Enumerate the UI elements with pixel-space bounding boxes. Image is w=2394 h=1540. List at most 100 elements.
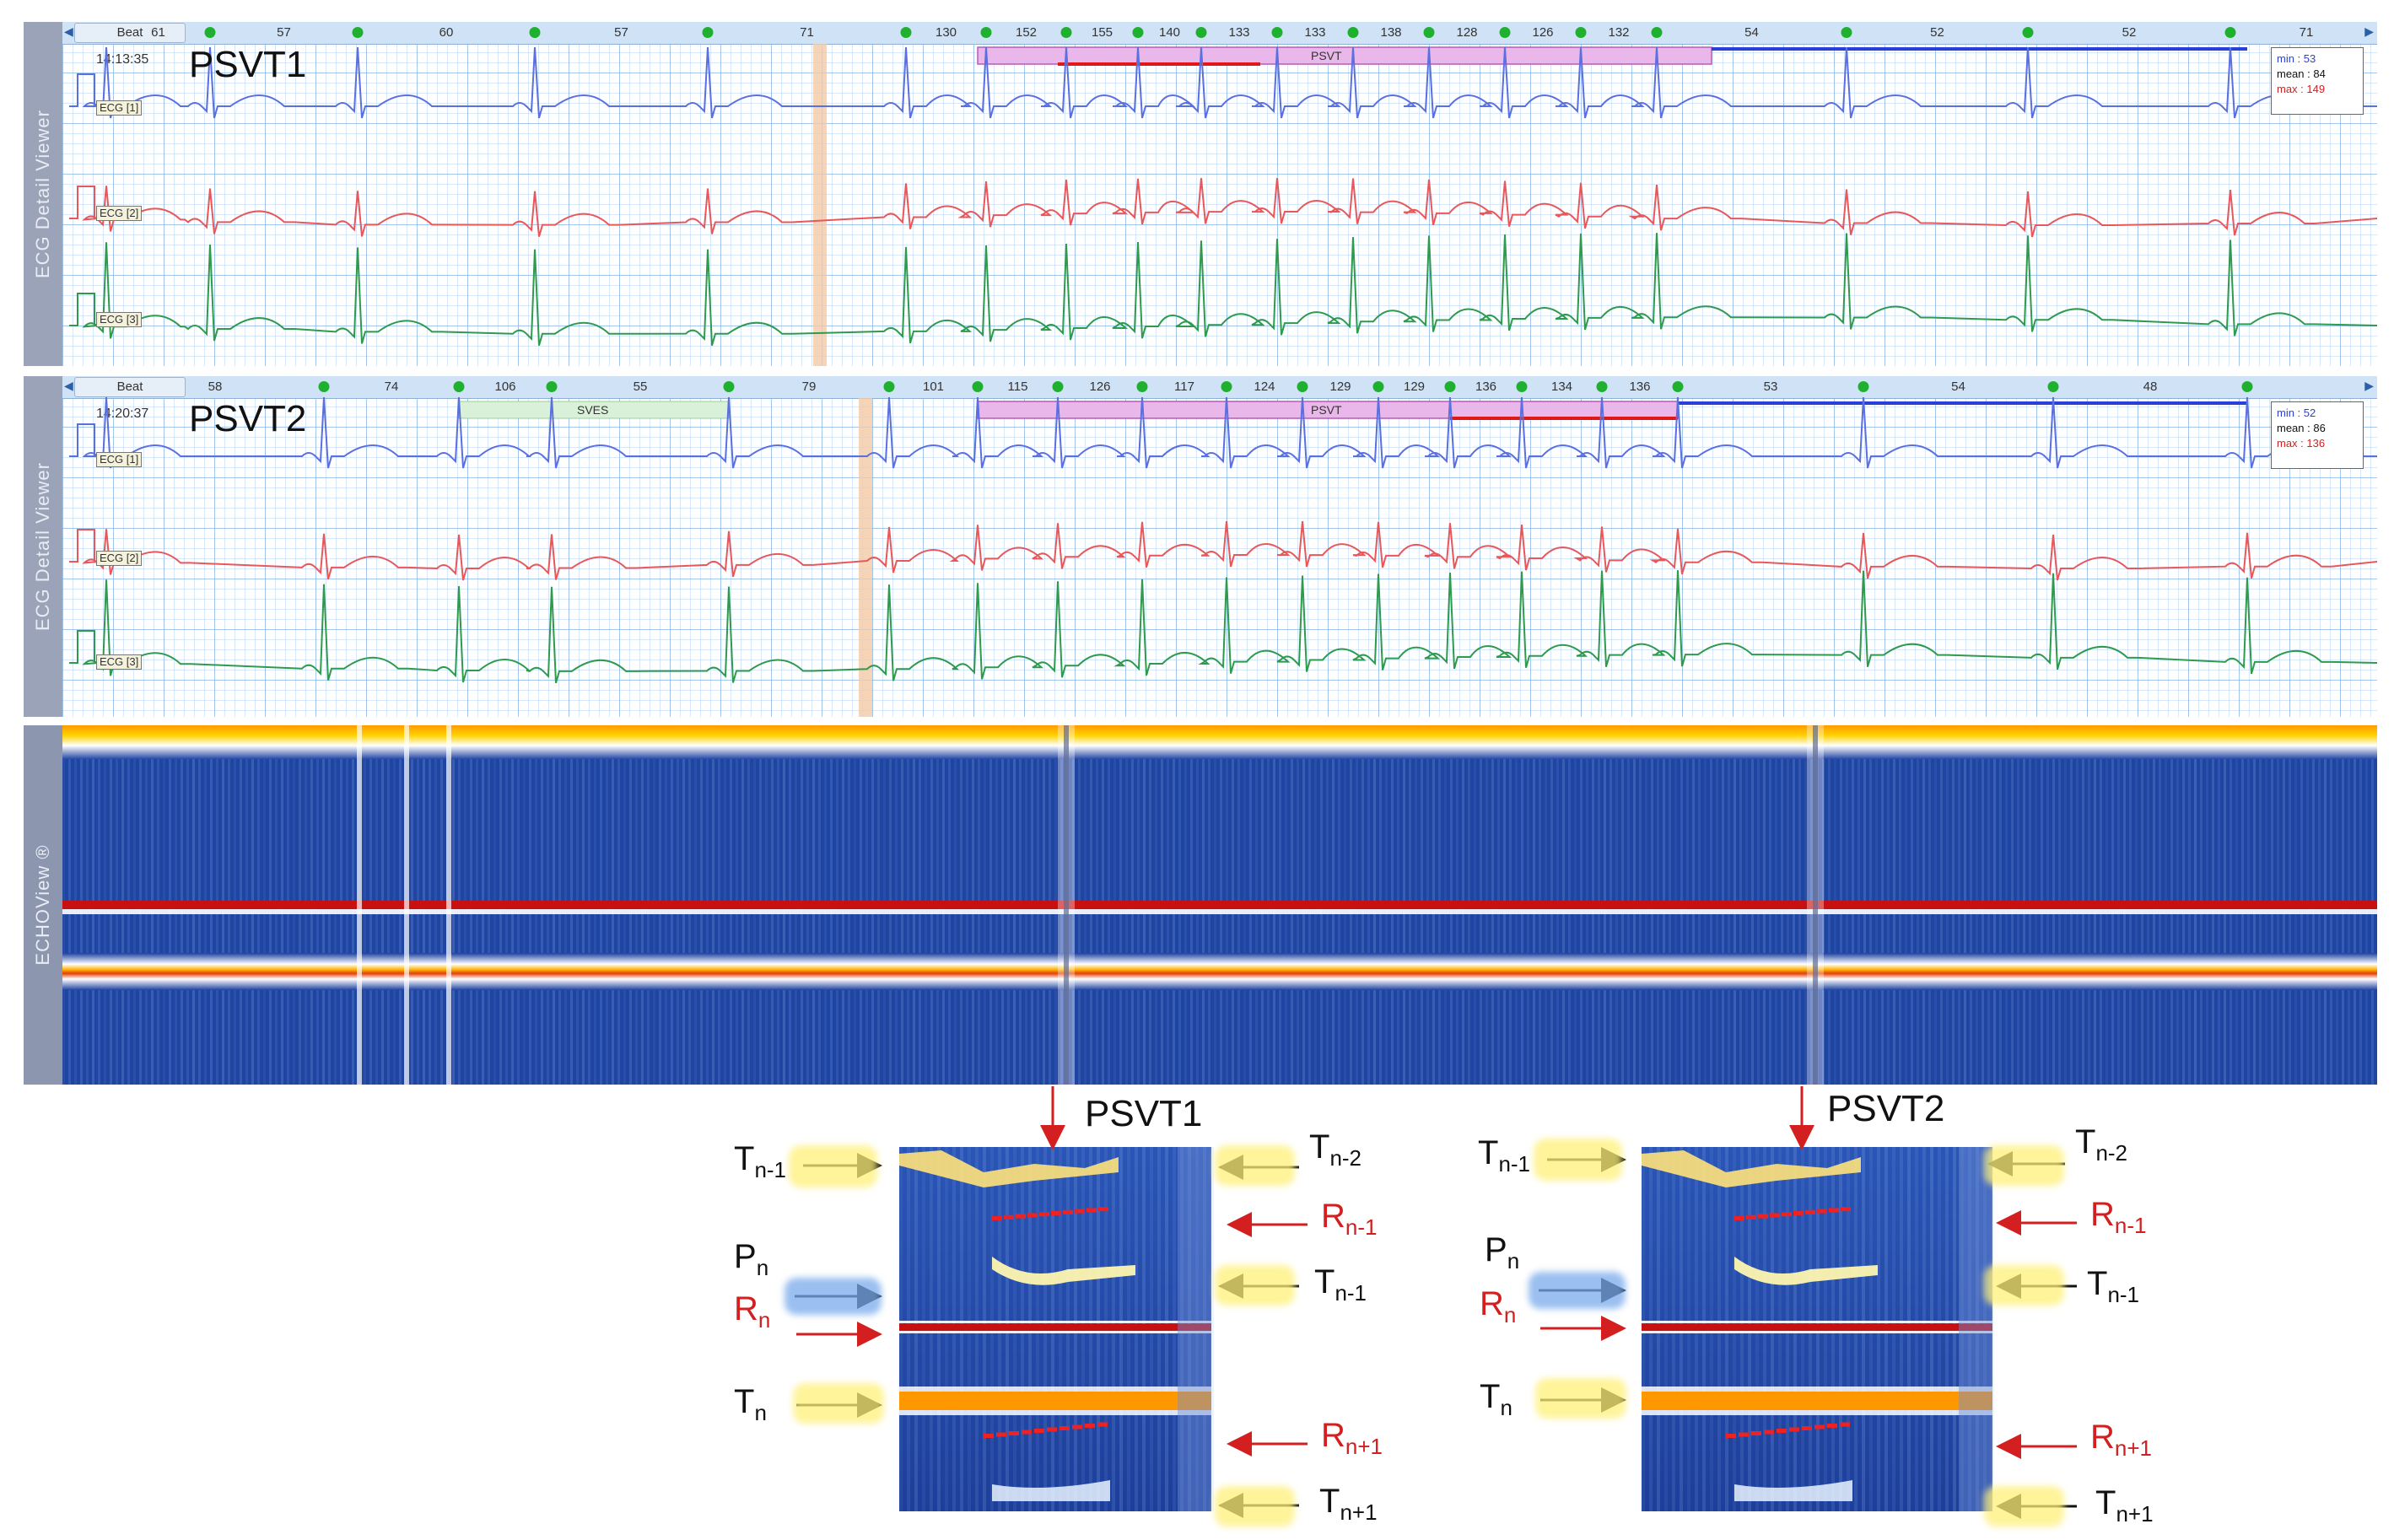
rr-value: 115 xyxy=(1007,380,1028,394)
highlight-p-n xyxy=(785,1278,882,1315)
rr-value: 54 xyxy=(1744,25,1759,40)
beat-dot[interactable] xyxy=(1516,381,1528,392)
beat-dot[interactable] xyxy=(1575,27,1587,38)
beat-dot[interactable] xyxy=(1672,381,1684,392)
channel-label-2: ECG [2] xyxy=(96,206,143,221)
beat-dot[interactable] xyxy=(900,27,912,38)
beat-dot[interactable] xyxy=(318,381,330,392)
highlight-t-n xyxy=(793,1383,884,1424)
beat-dot[interactable] xyxy=(204,27,216,38)
beat-dot[interactable] xyxy=(352,27,364,38)
scroll-left-icon[interactable]: ◀ xyxy=(64,24,73,38)
ecg-detail-viewer[interactable]: ◀ Beat ▶ 58 74 106 55 79 101 115 126 117 124 129 12… xyxy=(62,376,2377,717)
beat-dot[interactable] xyxy=(1372,381,1384,392)
beat-dot[interactable] xyxy=(1271,27,1283,38)
beat-bar: ◀ Beat ▶ 58 74 106 55 79 101 115 126 117 124 129 12… xyxy=(62,376,2377,399)
beat-label[interactable]: Beat xyxy=(74,377,186,397)
beat-dot[interactable] xyxy=(1195,27,1207,38)
beat-dot[interactable] xyxy=(1052,381,1064,392)
psvt-episode-label: PSVT xyxy=(1311,403,1342,417)
beat-dot[interactable] xyxy=(1136,381,1148,392)
beat-dot[interactable] xyxy=(453,381,465,392)
highlight-t-n+1 xyxy=(1215,1486,1295,1527)
label-t-n-1-right: Tn-1 xyxy=(1314,1263,1367,1306)
rr-value: 61 xyxy=(151,25,165,40)
beat-dot[interactable] xyxy=(883,381,895,392)
label-r-n-1: Rn-1 xyxy=(2090,1196,2147,1238)
beat-dot[interactable] xyxy=(1423,27,1435,38)
beat-dot[interactable] xyxy=(2022,27,2034,38)
beat-dot[interactable] xyxy=(1132,27,1144,38)
echoview-side-title: ECHOView ® xyxy=(24,725,62,1085)
label-r-n+1: Rn+1 xyxy=(1321,1417,1383,1459)
beat-dot[interactable] xyxy=(723,381,735,392)
beat-dot[interactable] xyxy=(1060,27,1072,38)
beat-dot[interactable] xyxy=(2224,27,2236,38)
beat-dot[interactable] xyxy=(2241,381,2253,392)
ecg-panel-psvt1: ECG Detail Viewer ◀ Beat ▶ 61 57 60 57 71 130… xyxy=(24,22,2377,366)
scroll-left-icon[interactable]: ◀ xyxy=(64,379,73,392)
panel-title: PSVT2 xyxy=(189,398,307,439)
channel-label-2: ECG [2] xyxy=(96,551,143,566)
label-t-n+1: Tn+1 xyxy=(1319,1483,1378,1525)
rr-value: 55 xyxy=(633,380,648,394)
rr-value: 152 xyxy=(1015,25,1038,40)
event-marker xyxy=(859,398,872,717)
highlight-t-n xyxy=(1535,1378,1626,1419)
beat-dot[interactable] xyxy=(529,27,541,38)
label-r-n: Rn xyxy=(1480,1285,1517,1327)
scroll-right-icon[interactable]: ▶ xyxy=(2364,24,2374,38)
echoview-mmode-image[interactable] xyxy=(62,725,2377,1085)
beat-dot[interactable] xyxy=(1297,381,1308,392)
rr-value: 106 xyxy=(494,380,516,394)
beat-dot[interactable] xyxy=(980,27,992,38)
beat-bar: ◀ Beat ▶ 61 57 60 57 71 130 152 155 140 133 133 138… xyxy=(62,22,2377,45)
beat-dot[interactable] xyxy=(1221,381,1232,392)
beat-dot[interactable] xyxy=(1444,381,1456,392)
beat-dot[interactable] xyxy=(1499,27,1511,38)
rr-value: 136 xyxy=(1629,380,1651,394)
sves-episode-label: SVES xyxy=(577,403,608,417)
psvt-episode-bar[interactable] xyxy=(977,46,1712,65)
ecg-trace-canvas: PSVT SVES xyxy=(69,396,2377,717)
rr-value: 57 xyxy=(614,25,628,40)
highlight-t-n-2 xyxy=(1984,1145,2064,1186)
highlight-t-n-1-left xyxy=(789,1145,877,1187)
beat-dot[interactable] xyxy=(1596,381,1608,392)
label-t-n-1-right: Tn-1 xyxy=(2087,1265,2140,1307)
beat-dot[interactable] xyxy=(1858,381,1869,392)
rr-value: 52 xyxy=(2122,25,2137,40)
echo-event-line xyxy=(1064,725,1069,1085)
rr-value: 58 xyxy=(208,380,223,394)
beat-dot[interactable] xyxy=(702,27,714,38)
rr-value: 126 xyxy=(1089,380,1111,394)
ecg-detail-viewer[interactable]: ◀ Beat ▶ 61 57 60 57 71 130 152 155 140 133 133 138… xyxy=(62,22,2377,366)
echo-r-line xyxy=(62,901,2377,909)
beat-dot[interactable] xyxy=(2047,381,2059,392)
ecg-trace-canvas: PSVT xyxy=(69,44,2377,366)
beat-dot[interactable] xyxy=(972,381,984,392)
rr-value: 129 xyxy=(1329,380,1351,394)
label-t-n: Tn xyxy=(1480,1378,1512,1420)
rr-value: 140 xyxy=(1158,25,1181,40)
ecg-trace-2 xyxy=(69,177,2377,238)
beat-dot[interactable] xyxy=(1841,27,1852,38)
beat-label[interactable]: Beat xyxy=(74,23,186,43)
rr-value: 128 xyxy=(1456,25,1478,40)
rr-value: 133 xyxy=(1228,25,1250,40)
panel-side-title: ECG Detail Viewer xyxy=(24,376,62,717)
highlight-t-n-1-right xyxy=(1984,1265,2064,1306)
beat-dot[interactable] xyxy=(1347,27,1359,38)
rr-value: 138 xyxy=(1380,25,1402,40)
label-r-n: Rn xyxy=(734,1290,771,1333)
rr-value: 52 xyxy=(1930,25,1944,40)
echo-event-line xyxy=(1813,725,1818,1085)
panel-title: PSVT1 xyxy=(189,44,307,85)
scroll-right-icon[interactable]: ▶ xyxy=(2364,379,2374,392)
rr-value: 74 xyxy=(384,380,399,394)
beat-dot[interactable] xyxy=(1651,27,1663,38)
beat-dot[interactable] xyxy=(546,381,558,392)
zoom-inset-psvt2 xyxy=(1642,1147,1994,1511)
rr-value: 60 xyxy=(439,25,454,40)
